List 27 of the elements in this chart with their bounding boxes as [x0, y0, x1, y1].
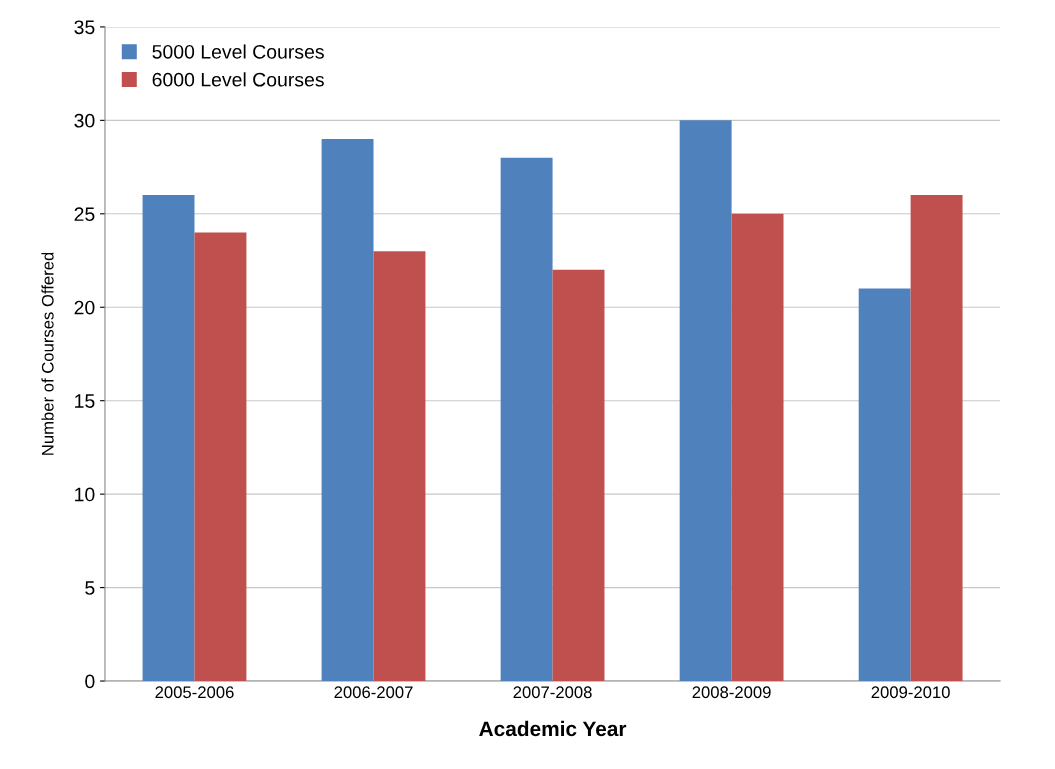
bar [552, 269, 605, 682]
bar [373, 251, 426, 682]
y-tick-label: 30 [74, 113, 95, 128]
y-tick-label: 25 [74, 207, 95, 222]
bar [910, 195, 963, 682]
y-tick-label: 10 [75, 487, 95, 502]
bar [858, 288, 911, 682]
x-tick-label: 2009-2010 [871, 686, 950, 699]
bar [731, 213, 784, 682]
y-tick-label: 0 [85, 674, 95, 689]
x-tick-label: 2005-2006 [155, 686, 234, 699]
y-tick-label: 5 [85, 581, 95, 595]
bar [142, 195, 195, 682]
bar [321, 139, 374, 682]
bar [679, 120, 732, 682]
bar [194, 232, 247, 682]
x-tick-label: 2006-2007 [334, 686, 413, 699]
y-tick-label: 20 [74, 300, 95, 315]
legend-label: 6000 Level Courses [152, 72, 324, 87]
legend-label: 5000 Level Courses [152, 44, 324, 59]
x-tick-label: 2008-2009 [692, 686, 771, 699]
y-axis-title: Number of Courses Offered [41, 252, 54, 455]
x-tick-label: 2007-2008 [513, 686, 592, 699]
bar [500, 157, 553, 682]
y-tick-label: 15 [75, 394, 95, 408]
y-tick-label: 35 [74, 20, 95, 35]
x-axis-title: Academic Year [479, 720, 627, 737]
